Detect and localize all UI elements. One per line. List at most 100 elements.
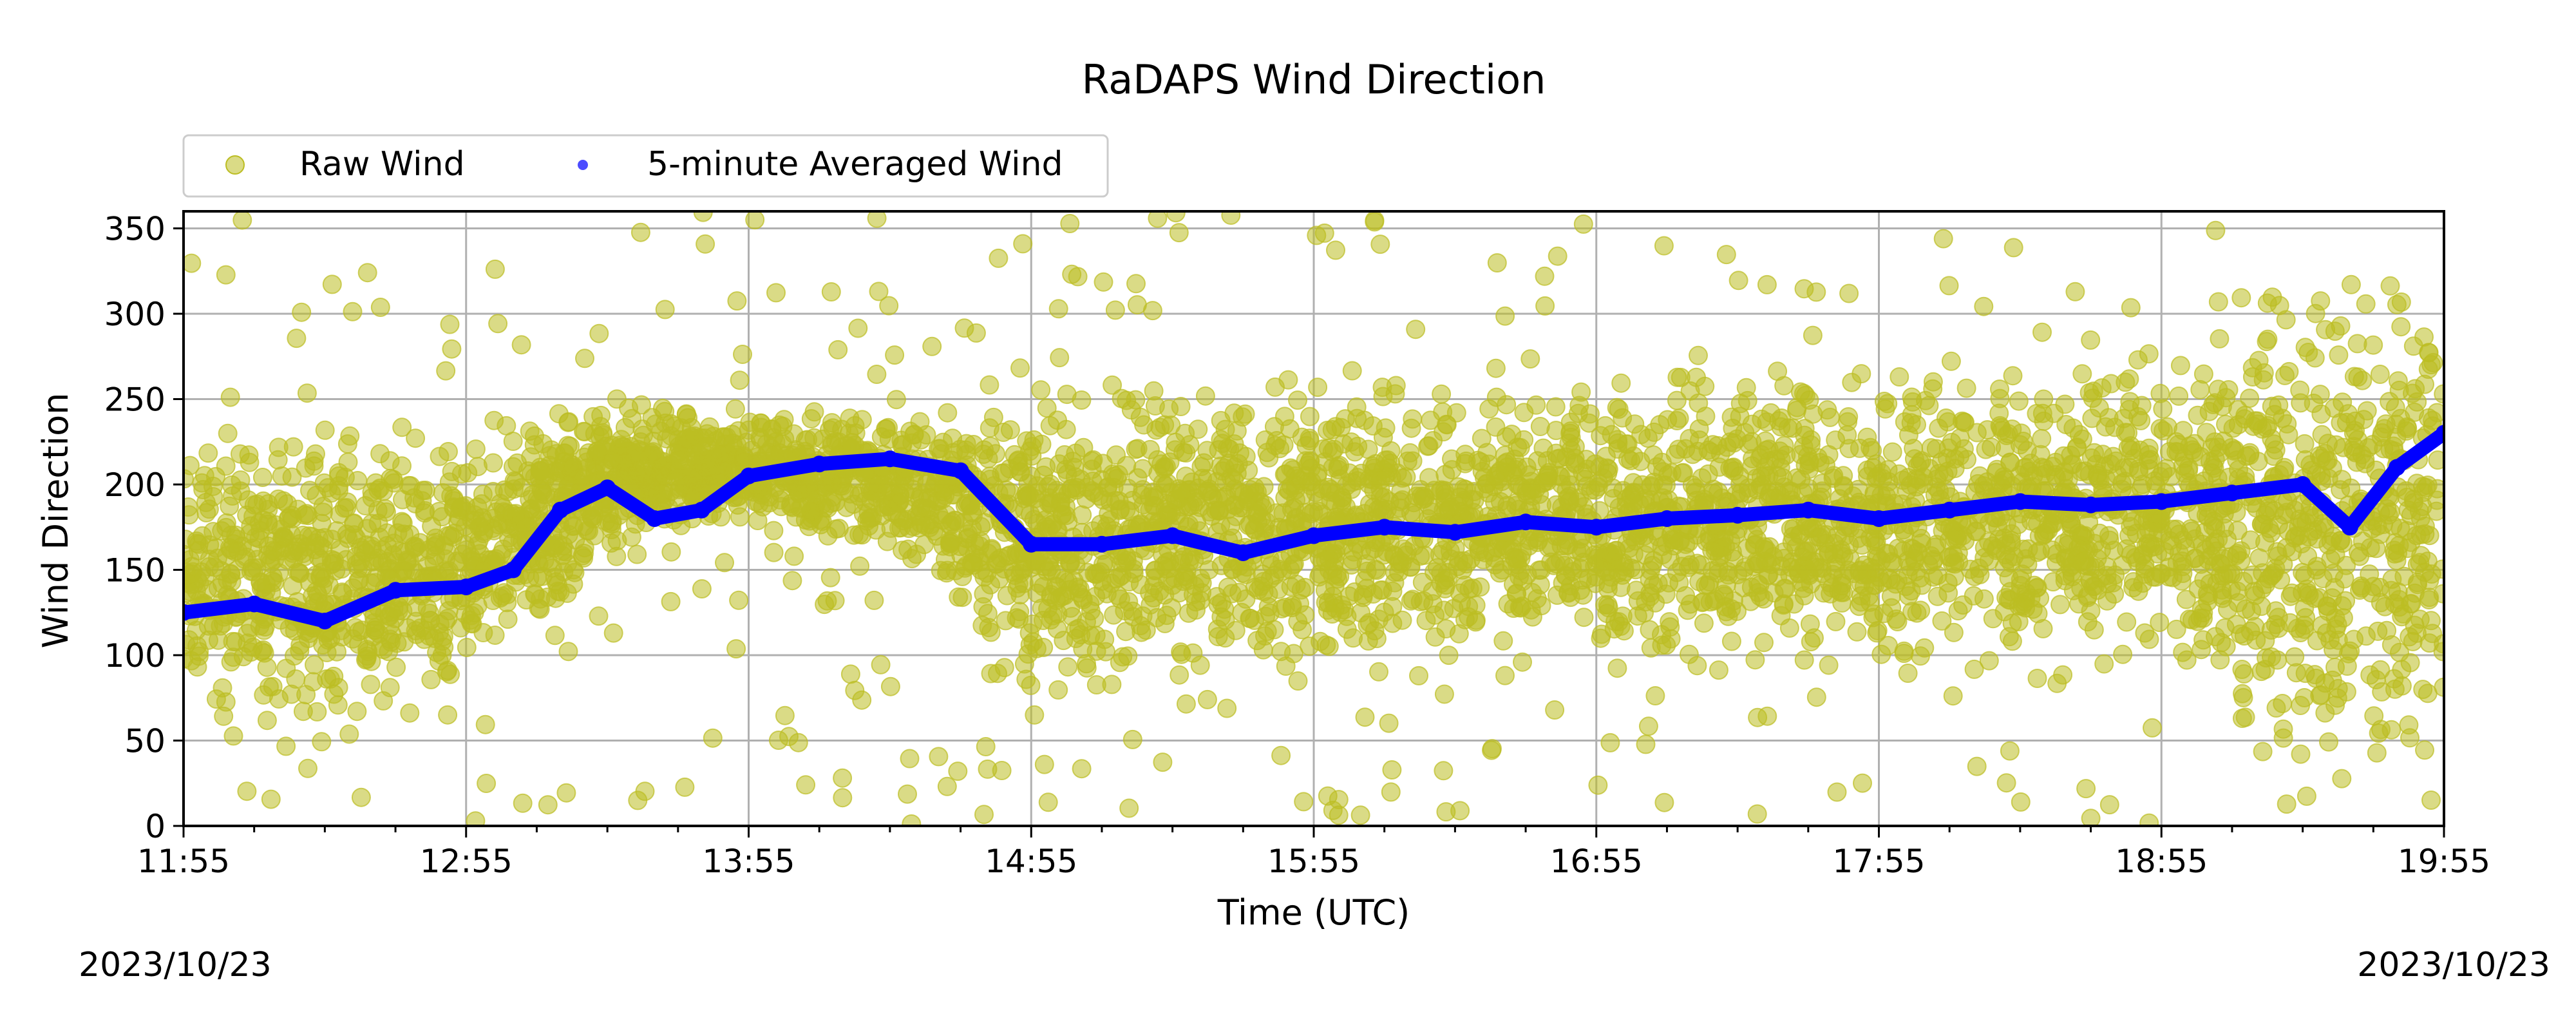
raw-wind-point <box>1605 548 1623 566</box>
raw-wind-point <box>1710 661 1728 679</box>
raw-wind-point <box>1513 653 1531 671</box>
raw-wind-point <box>1562 588 1580 606</box>
raw-wind-point <box>662 543 680 561</box>
legend-label-averaged-wind: 5-minute Averaged Wind <box>647 145 1063 184</box>
raw-wind-point <box>1497 396 1515 414</box>
raw-wind-point <box>2134 545 2152 563</box>
raw-wind-point <box>1248 506 1266 524</box>
raw-wind-point <box>734 345 752 363</box>
raw-wind-point <box>1587 568 1605 586</box>
raw-wind-point <box>1403 419 1421 437</box>
raw-wind-point <box>1965 568 1984 586</box>
raw-wind-point <box>277 737 295 755</box>
raw-wind-point <box>590 325 608 343</box>
raw-wind-point <box>1120 799 1138 818</box>
raw-wind-point <box>1316 551 1334 570</box>
raw-wind-point <box>1073 760 1091 778</box>
raw-wind-point <box>1294 792 1312 810</box>
raw-wind-point <box>2001 742 2019 760</box>
raw-wind-point <box>791 499 809 517</box>
raw-wind-point <box>715 553 734 571</box>
raw-wind-point <box>513 336 531 354</box>
raw-wind-point <box>997 611 1015 629</box>
raw-wind-point <box>1455 480 1473 498</box>
raw-wind-point <box>845 526 863 544</box>
raw-wind-point <box>1289 391 1307 409</box>
raw-wind-point <box>873 428 891 446</box>
raw-wind-point <box>560 642 578 660</box>
raw-wind-point <box>1170 666 1188 684</box>
raw-wind-point <box>1880 482 1898 500</box>
raw-wind-point <box>287 329 305 347</box>
raw-wind-point <box>989 664 1007 682</box>
raw-wind-point <box>2174 557 2192 575</box>
raw-wind-point <box>446 524 464 542</box>
raw-wind-point <box>2129 351 2147 369</box>
raw-wind-point <box>495 584 513 602</box>
raw-wind-point <box>949 762 967 780</box>
raw-wind-point <box>234 647 252 665</box>
raw-wind-point <box>704 729 722 747</box>
raw-wind-point <box>291 564 309 582</box>
raw-wind-point <box>1834 567 1852 585</box>
raw-wind-point <box>851 557 869 575</box>
raw-wind-point <box>1141 441 1159 459</box>
raw-wind-point <box>1343 362 1361 380</box>
raw-wind-point <box>2129 408 2147 426</box>
raw-wind-point <box>2292 745 2310 763</box>
raw-wind-point <box>2353 372 2371 390</box>
raw-wind-point <box>394 514 412 532</box>
raw-wind-point <box>2177 591 2195 609</box>
raw-wind-point <box>1966 483 1984 501</box>
raw-wind-point <box>1549 247 1567 265</box>
raw-wind-point <box>2404 633 2422 651</box>
raw-wind-point <box>2392 318 2410 336</box>
raw-wind-point <box>2124 579 2142 597</box>
raw-wind-point <box>887 390 905 408</box>
raw-wind-point <box>1848 623 1866 641</box>
raw-wind-point <box>2434 560 2452 578</box>
raw-wind-point <box>1034 638 1052 656</box>
raw-wind-point <box>421 604 439 622</box>
raw-wind-point <box>219 425 237 443</box>
raw-wind-point <box>1996 559 2014 577</box>
raw-wind-point <box>1581 405 1599 423</box>
raw-wind-point <box>1370 663 1388 681</box>
raw-wind-point <box>1127 274 1145 292</box>
raw-wind-point <box>2236 407 2254 425</box>
raw-wind-point <box>1496 667 1514 685</box>
raw-wind-point <box>2298 787 2316 805</box>
raw-wind-point <box>1672 557 1690 575</box>
raw-wind-point <box>1827 613 1845 631</box>
raw-wind-point <box>2378 622 2396 640</box>
raw-wind-point <box>1049 681 1067 699</box>
raw-wind-point <box>2244 368 2262 386</box>
raw-wind-point <box>2233 660 2251 678</box>
raw-wind-point <box>872 656 890 674</box>
raw-wind-point <box>2301 455 2319 474</box>
raw-wind-point <box>865 591 883 609</box>
raw-wind-point <box>1022 676 1040 694</box>
raw-wind-point <box>2386 680 2404 698</box>
raw-wind-point <box>217 519 235 537</box>
raw-wind-point <box>217 693 235 711</box>
raw-wind-point <box>2029 669 2047 687</box>
raw-wind-point <box>975 805 993 823</box>
raw-wind-point <box>1755 633 1773 651</box>
raw-wind-point <box>797 776 815 794</box>
raw-wind-point <box>1649 575 1667 593</box>
raw-wind-point <box>547 573 565 591</box>
raw-wind-point <box>1021 624 1039 642</box>
raw-wind-point <box>217 457 235 475</box>
raw-wind-point <box>1094 491 1112 509</box>
raw-wind-point <box>764 522 782 540</box>
raw-wind-point <box>2012 793 2030 811</box>
raw-wind-point <box>776 707 794 725</box>
raw-wind-point <box>1820 656 1838 675</box>
raw-wind-point <box>440 602 458 620</box>
raw-wind-point <box>1354 588 1372 606</box>
raw-wind-point <box>431 448 449 466</box>
raw-wind-point <box>256 644 274 662</box>
raw-wind-point <box>1670 573 1688 591</box>
raw-wind-point <box>1958 379 1976 397</box>
